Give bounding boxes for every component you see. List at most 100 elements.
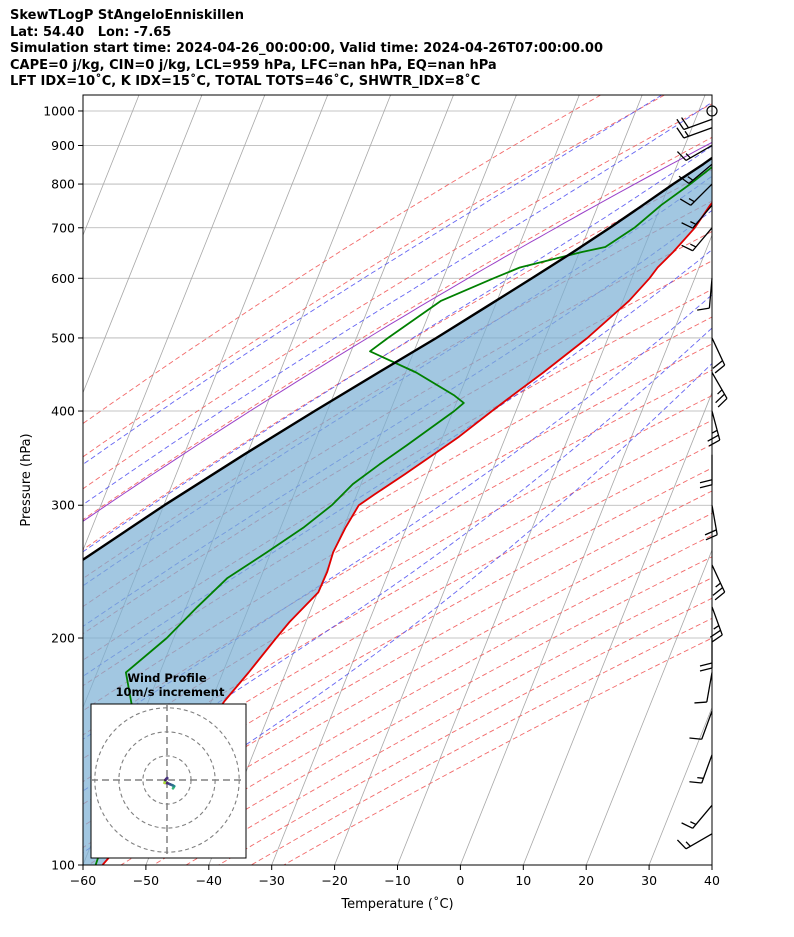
barb-feather (676, 151, 687, 161)
y-tick-label: 700 (51, 220, 75, 235)
barb-feather (699, 479, 713, 484)
wind-barb (689, 710, 713, 740)
wind-barb (699, 454, 713, 489)
wind-barb (681, 204, 713, 229)
x-tick-label: 40 (704, 873, 720, 888)
barb-feather (697, 307, 710, 311)
wind-barb (678, 163, 713, 185)
barb-half-feather (717, 389, 723, 395)
wind-barb (699, 638, 713, 672)
title-latlon: Lat: 54.40 Lon: -7.65 (10, 24, 172, 40)
x-tick-label: −50 (133, 873, 159, 888)
x-tick-label: −10 (384, 873, 410, 888)
isotherm-gridline (711, 863, 712, 865)
barb-feather (678, 175, 690, 185)
isotherm-gridline (0, 95, 76, 865)
barb-feather (694, 701, 707, 704)
barb-feather (681, 244, 694, 252)
x-tick-label: 0 (456, 873, 464, 888)
moist-adiabat (83, 95, 662, 465)
moist-adiabat (83, 145, 712, 553)
barb-shaft (706, 672, 713, 703)
barb-feather (699, 662, 713, 667)
barb-half-feather (690, 221, 697, 225)
dry-adiabat (83, 95, 601, 425)
moist-adiabat (83, 101, 712, 506)
barb-half-feather (715, 582, 721, 588)
moist-adiabat (83, 327, 712, 792)
wind-barb (704, 505, 718, 541)
calm-wind-circle (706, 105, 718, 117)
barb-feather (679, 198, 692, 206)
isotherm-gridline (522, 391, 712, 865)
hodograph-subtitle: 10m/s increment (116, 685, 225, 699)
x-axis-label: Temperature (˚C) (340, 896, 453, 912)
sounding-series (83, 156, 712, 865)
y-tick-label: 500 (51, 330, 75, 345)
barb-shaft (683, 118, 713, 131)
barb-feather (676, 127, 685, 139)
dry-adiabat (83, 95, 665, 458)
barb-feather (704, 529, 717, 536)
barb-shaft (692, 204, 713, 229)
isotherm-gridline (83, 95, 140, 237)
barb-half-feather (685, 153, 691, 159)
barb-feather (707, 434, 719, 442)
barb-feather (712, 587, 723, 596)
wind-barb (676, 127, 713, 139)
wind-barb (676, 833, 713, 850)
wind-barb (711, 337, 726, 374)
title-stability-indices: LFT IDX=10˚C, K IDX=15˚C, TOTAL TOTS=46˚… (10, 74, 481, 89)
barb-shaft (701, 710, 713, 740)
dry-adiabat (83, 369, 712, 736)
barb-half-feather (713, 625, 720, 630)
wind-barb (689, 754, 713, 784)
barb-feather (714, 364, 726, 374)
wind-barb (697, 278, 713, 311)
wind-barb (711, 564, 726, 601)
barb-feather (676, 118, 685, 130)
isotherm-gridline (460, 234, 712, 865)
wind-barb (676, 117, 713, 131)
barb-half-feather (711, 429, 718, 434)
isotherm-gridline (271, 95, 580, 865)
x-tick-label: −20 (321, 873, 347, 888)
barb-half-feather (690, 821, 697, 826)
barb-feather (689, 781, 702, 784)
reference-adiabat (83, 141, 712, 522)
barb-feather (705, 534, 718, 541)
x-tick-label: −40 (196, 873, 222, 888)
dry-adiabat (120, 534, 712, 865)
wind-barb (676, 144, 713, 162)
barb-feather (676, 839, 687, 850)
y-tick-label: 800 (51, 177, 75, 192)
wind-barb (711, 372, 728, 408)
y-tick-label: 1000 (43, 103, 75, 118)
barb-half-feather (690, 243, 697, 248)
axis-ticks: −60 −50 −40 −30 −20 −10 0 10 20 30 40 100 200 300 400 5… (43, 103, 720, 888)
barb-half-feather (684, 130, 690, 137)
y-tick-label: 100 (51, 858, 75, 873)
hodograph-frame (90, 703, 247, 859)
hodograph-inset: Wind Profile 10m/s increment (90, 671, 247, 859)
y-tick-label: 900 (51, 138, 75, 153)
y-tick-label: 400 (51, 404, 75, 419)
barb-shaft (711, 606, 723, 636)
isotherm-gridline (648, 706, 712, 865)
wind-barb (706, 105, 718, 117)
temperature-line (101, 201, 712, 865)
dry-adiabat (83, 443, 712, 805)
barb-half-feather (685, 841, 691, 847)
wind-barb (681, 804, 713, 829)
isotherm-gridline (0, 95, 13, 865)
y-tick-label: 200 (51, 631, 75, 646)
barb-feather (681, 222, 694, 229)
barb-feather (712, 360, 723, 369)
isotherm-gridline (83, 95, 266, 552)
barb-shaft (708, 278, 713, 309)
isotherm-gridline (334, 95, 643, 865)
y-axis-label: Pressure (hPa) (19, 433, 34, 526)
barb-feather (708, 439, 721, 447)
barb-feather (699, 484, 713, 489)
